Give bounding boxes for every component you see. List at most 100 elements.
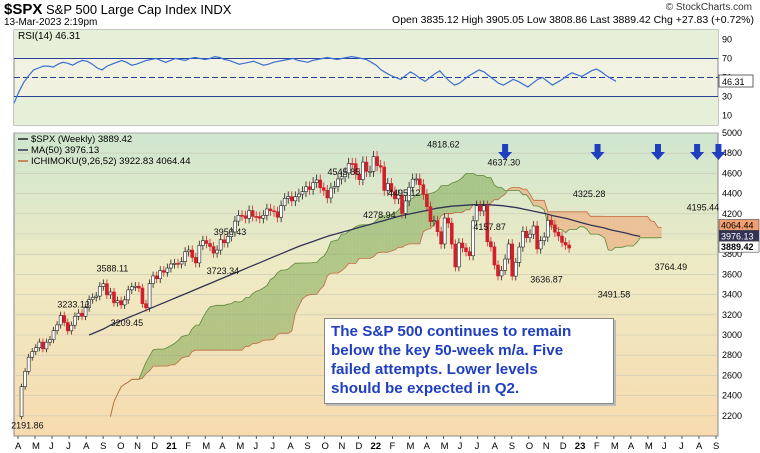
candle-body: [282, 198, 287, 206]
ichimoku-cloud-segment: [366, 224, 370, 259]
candle-body: [161, 270, 166, 273]
candle-body: [371, 156, 376, 172]
ichimoku-cloud-segment: [181, 335, 186, 359]
x-tick-label: M: [645, 441, 653, 452]
candle-body: [279, 205, 283, 218]
legend-entry: $SPX (Weekly) 3889.42: [31, 134, 132, 145]
candle-body: [108, 291, 113, 296]
rsi-tick-label: 70: [722, 54, 732, 64]
price-tick-label: 3800: [722, 249, 742, 259]
candle-body: [119, 300, 123, 306]
price-tick-label: 4800: [722, 148, 742, 158]
candle-body: [240, 215, 244, 217]
ichimoku-cloud-segment: [597, 216, 602, 236]
ichimoku-cloud-segment: [370, 223, 374, 259]
price-annotation: 4325.28: [573, 189, 606, 199]
candle-body: [55, 324, 59, 331]
x-tick-label: A: [15, 441, 22, 452]
annotation-line-4: should be expected in Q2.: [331, 380, 520, 397]
ichimoku-cloud-segment: [494, 185, 498, 200]
candle-body: [183, 251, 187, 262]
candle-body: [147, 283, 152, 309]
brand-watermark: © StockCharts.com: [665, 2, 752, 13]
ichimoku-span-a: [110, 173, 662, 417]
ichimoku-cloud-segment: [274, 272, 278, 340]
ichimoku-cloud-segment: [455, 180, 459, 213]
x-tick-label: A: [492, 441, 499, 452]
ichimoku-cloud-segment: [586, 211, 591, 235]
ichimoku-cloud-segment: [384, 215, 388, 253]
rsi-title: RSI(14) 46.31: [18, 31, 81, 42]
x-tick-label: J: [458, 441, 463, 452]
candle-body: [553, 224, 557, 233]
candle-body: [265, 208, 269, 216]
candle-body: [453, 243, 458, 268]
candle-body: [289, 196, 294, 202]
ichimoku-cloud-segment: [412, 194, 417, 244]
candle-body: [510, 243, 515, 277]
candle-body: [396, 194, 401, 200]
price-tag-value: 3976.13: [721, 231, 754, 241]
candle-body: [528, 233, 532, 239]
candle-body: [158, 270, 163, 280]
ichimoku-cloud-segment: [263, 285, 267, 341]
candle-body: [474, 205, 479, 222]
ichimoku-cloud-segment: [512, 187, 516, 191]
price-annotation: 4818.62: [427, 139, 460, 149]
ichimoku-cloud-segment: [544, 200, 548, 225]
down-arrow-marker: [690, 144, 705, 160]
ichimoku-cloud-segment: [281, 270, 285, 334]
candle-body: [513, 262, 518, 277]
candle-body: [375, 156, 379, 166]
candle-body: [425, 194, 429, 207]
price-annotation: 2191.86: [11, 421, 44, 431]
ichimoku-cloud-segment: [522, 189, 527, 195]
candle-body: [197, 245, 202, 264]
x-tick-label: O: [321, 441, 328, 452]
annotation-box: The S&P 500 continues to remain below th…: [324, 318, 614, 404]
candle-body: [293, 196, 298, 202]
ichimoku-cloud-segment: [387, 214, 392, 253]
x-tick-label: 21: [166, 441, 177, 452]
rsi-oversold-zone: [14, 96, 718, 125]
candle-body: [190, 249, 195, 258]
ichimoku-cloud-segment: [359, 224, 363, 259]
x-tick-label: A: [628, 441, 635, 452]
candle-body: [400, 194, 404, 214]
down-arrow-marker: [590, 144, 605, 160]
candle-body: [353, 163, 358, 175]
ichimoku-cloud-segment: [409, 198, 413, 244]
ichimoku-cloud-segment: [622, 216, 626, 248]
ichimoku-cloud-segment: [266, 279, 271, 341]
down-arrow-marker: [498, 144, 513, 160]
candle-body: [236, 215, 241, 222]
ichimoku-cloud-segment: [526, 189, 530, 200]
x-tick-label: 23: [575, 441, 586, 452]
candle-body: [48, 339, 52, 343]
candle-body: [563, 242, 568, 246]
ichimoku-cloud-segment: [562, 211, 566, 233]
candle-body: [62, 315, 67, 323]
candle-body: [37, 341, 42, 349]
ichimoku-cloud-segment: [160, 349, 164, 367]
ichimoku-cloud-segment: [355, 225, 360, 264]
ichimoku-cloud-segment: [530, 194, 534, 206]
symbol: $SPX: [4, 1, 43, 18]
x-tick-label: D: [355, 441, 362, 452]
x-tick-label: M: [236, 441, 244, 452]
legend-entry: ICHIMOKU(9,26,52) 3922.83 4064.44: [31, 156, 190, 167]
candle-body: [126, 289, 131, 301]
candle-body: [339, 176, 344, 180]
ichimoku-cloud-segment: [444, 185, 449, 214]
ichimoku-cloud-segment: [245, 297, 250, 347]
price-tick-label: 4400: [722, 189, 742, 199]
candle-body: [449, 222, 454, 245]
candle-body: [521, 230, 525, 248]
candle-body: [496, 264, 500, 277]
ichimoku-cloud-segment: [167, 345, 171, 367]
candle-body: [432, 220, 436, 222]
candle-body: [257, 216, 262, 219]
rsi-last-value: 46.31: [722, 77, 745, 87]
ichimoku-cloud-segment: [473, 173, 477, 205]
